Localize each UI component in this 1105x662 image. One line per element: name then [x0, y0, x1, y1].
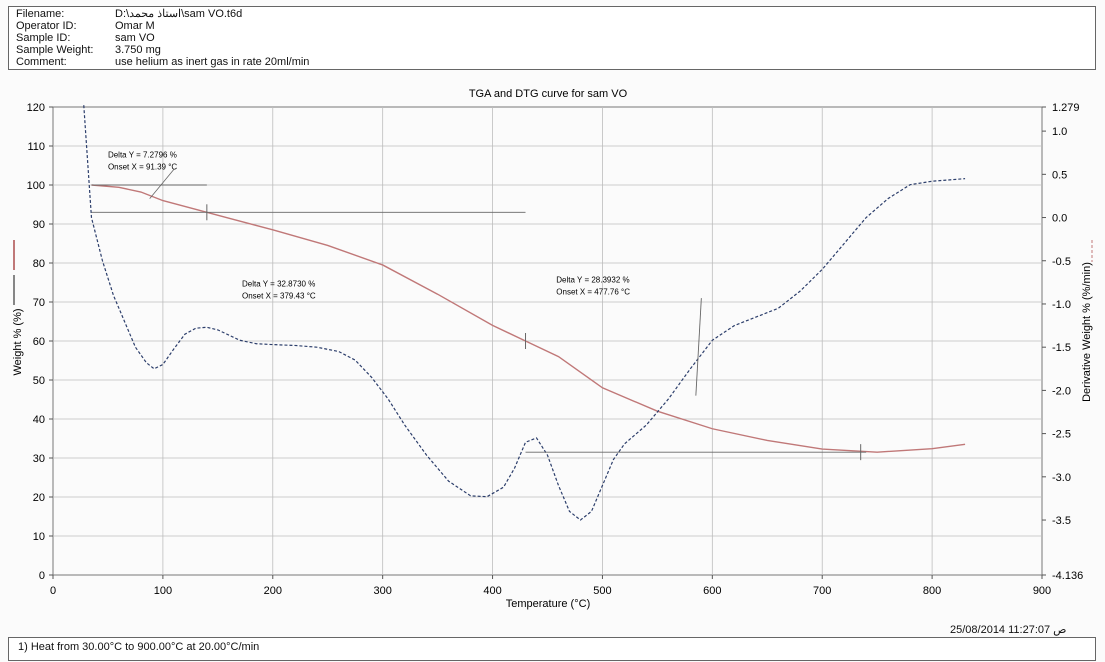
x-tick-label: 600: [703, 585, 721, 597]
y2-axis-title: Derivative Weight % (%/min): [1081, 262, 1093, 402]
y2-tick-label: -1.0: [1052, 299, 1071, 311]
x-tick-label: 0: [50, 585, 56, 597]
y2-tick-label: 0.5: [1052, 169, 1067, 181]
y2-tick-label: -3.0: [1052, 472, 1071, 484]
onset-x-label: Onset X = 477.76 °C: [556, 288, 630, 297]
y-tick-label: 80: [33, 258, 45, 270]
comment-value: use helium as inert gas in rate 20ml/min: [115, 56, 310, 68]
y-tick-label: 90: [33, 219, 45, 231]
y2-tick-label: -4.136: [1052, 570, 1083, 582]
delta-y-label: Delta Y = 32.8730 %: [242, 279, 315, 288]
y-tick-label: 110: [27, 141, 45, 153]
sample-id-label: Sample ID:: [16, 32, 71, 44]
operator-value: Omar M: [115, 20, 155, 32]
y-tick-label: 50: [33, 375, 45, 387]
x-tick-label: 800: [923, 585, 941, 597]
y2-tick-label: 1.0: [1052, 126, 1067, 138]
weight-series-line: [91, 184, 966, 453]
x-tick-label: 500: [593, 585, 611, 597]
y2-tick-label: -3.5: [1052, 515, 1071, 527]
y-tick-label: 20: [33, 492, 45, 504]
onset-x-label: Onset X = 91.39 °C: [108, 163, 177, 172]
y2-tick-label: 0.0: [1052, 213, 1067, 225]
y-tick-label: 40: [33, 414, 45, 426]
x-tick-label: 200: [264, 585, 282, 597]
y-tick-label: 100: [27, 180, 45, 192]
method-step: 1) Heat from 30.00°C to 900.00°C at 20.0…: [18, 641, 260, 653]
onset-x-label: Onset X = 379.43 °C: [242, 291, 316, 300]
filename-label: Filename:: [16, 8, 65, 20]
y-axis-title: Weight % (%): [12, 308, 24, 375]
x-tick-label: 700: [813, 585, 831, 597]
y2-tick-label: -0.5: [1052, 256, 1071, 268]
y-tick-label: 120: [27, 102, 45, 114]
x-axis-title: Temperature (°C): [506, 598, 590, 610]
y2-tick-label: -2.5: [1052, 429, 1071, 441]
step3-tangent: [695, 298, 702, 396]
derivative-series-line: [83, 105, 966, 521]
y2-tick-label: 1.279: [1052, 102, 1080, 114]
sample-id-value: sam VO: [115, 32, 155, 44]
operator-label: Operator ID:: [16, 20, 77, 32]
y-tick-label: 60: [33, 336, 45, 348]
sample-info-panel: Filename: D:\استاذ محمد\sam VO.t6d Opera…: [8, 6, 1096, 70]
y2-tick-label: -1.5: [1052, 342, 1071, 354]
x-tick-label: 100: [154, 585, 172, 597]
y2-tick-label: -2.0: [1052, 385, 1071, 397]
x-tick-label: 900: [1033, 585, 1051, 597]
delta-y-label: Delta Y = 7.2796 %: [108, 151, 177, 160]
y-tick-label: 70: [33, 297, 45, 309]
y-tick-label: 30: [33, 453, 45, 465]
method-panel: 1) Heat from 30.00°C to 900.00°C at 20.0…: [8, 637, 1096, 661]
annotation-leader: [149, 169, 175, 199]
delta-y-label: Delta Y = 28.3932 %: [556, 276, 629, 285]
y-tick-label: 0: [39, 570, 45, 582]
comment-label: Comment:: [16, 56, 67, 68]
sample-weight-value: 3.750 mg: [115, 44, 161, 56]
y-tick-label: 10: [33, 531, 45, 543]
sample-weight-label: Sample Weight:: [16, 44, 94, 56]
x-tick-label: 300: [373, 585, 391, 597]
timestamp: 25/08/2014 11:27:07 ص: [950, 624, 1067, 636]
filename-value: D:\استاذ محمد\sam VO.t6d: [115, 8, 243, 20]
x-tick-label: 400: [483, 585, 501, 597]
chart-title: TGA and DTG curve for sam VO: [469, 88, 628, 100]
